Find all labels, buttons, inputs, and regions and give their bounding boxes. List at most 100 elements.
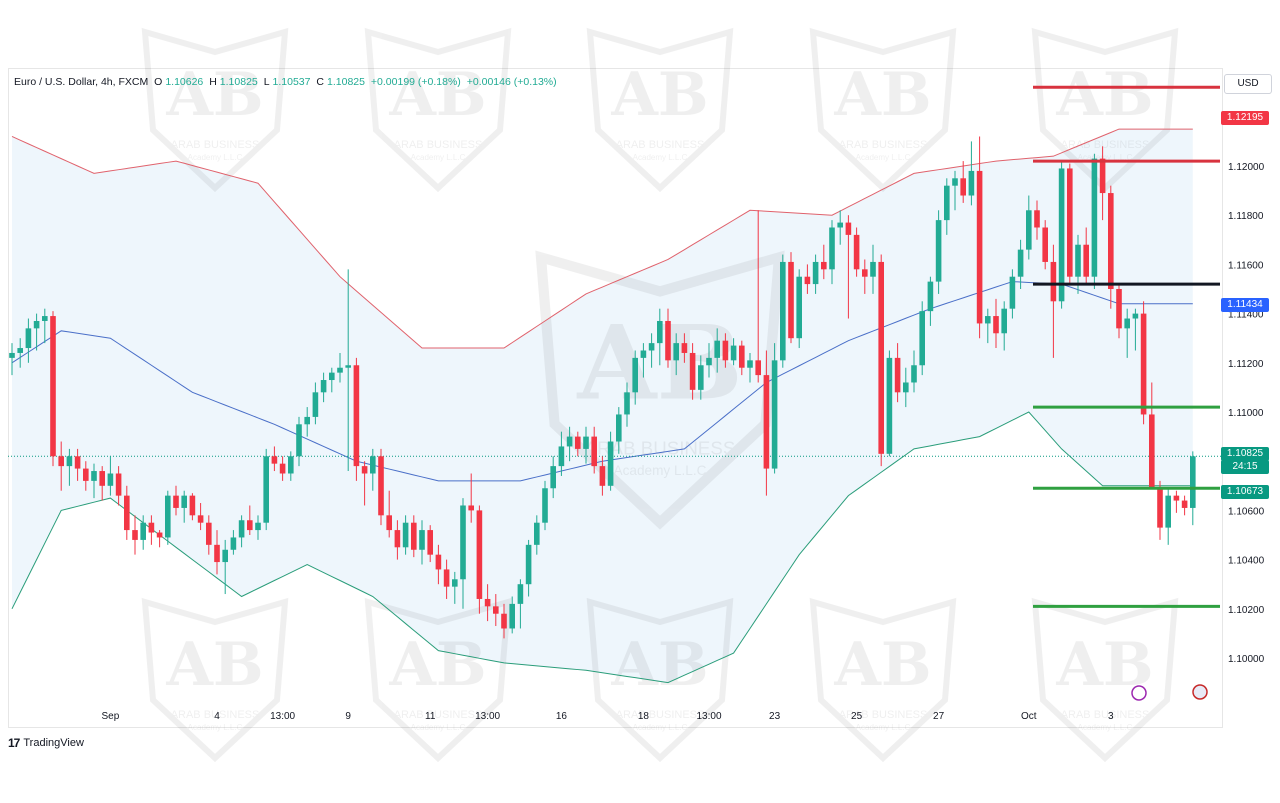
watermark-shield-1: AB ARAB BUSINESS Academy L.L.C: [364, 27, 512, 193]
watermark-text: ARAB BUSINESS: [394, 709, 483, 721]
candle-body: [689, 352, 696, 390]
watermark-text: ARAB BUSINESS: [171, 139, 260, 151]
countdown-tag: 24:15: [1221, 460, 1269, 474]
y-tick-label: 1.11000: [1228, 408, 1264, 419]
candle-body: [796, 276, 802, 339]
candle-body: [181, 495, 187, 508]
candle-body: [443, 569, 450, 587]
x-tick-label: 13:00: [475, 711, 500, 722]
candle-body: [894, 357, 901, 393]
candle-body: [115, 473, 122, 496]
candle-body: [853, 234, 860, 270]
candle-body: [460, 505, 466, 580]
candle-body: [419, 530, 425, 550]
watermark-shield-6: AB ARAB BUSINESS Academy L.L.C: [141, 597, 289, 763]
change-value: +0.00199 (+0.18%): [370, 76, 461, 88]
candle-body: [911, 365, 917, 383]
candle-body: [50, 316, 56, 457]
candle-body: [657, 320, 663, 344]
watermark-text: ARAB BUSINESS: [839, 139, 928, 151]
candle-body: [763, 375, 770, 469]
candle-body: [17, 348, 23, 353]
candle-body: [66, 456, 73, 467]
tradingview-logo-icon: 17: [8, 736, 20, 750]
candle-body: [550, 466, 556, 489]
y-tick-label: 1.10400: [1228, 556, 1265, 567]
watermark-shield-outline: [364, 27, 512, 193]
candle-body: [206, 522, 212, 545]
candle-body: [394, 530, 401, 548]
candle-body: [296, 424, 302, 457]
candle-body: [1034, 210, 1040, 228]
symbol-title: Euro / U.S. Dollar, 4h, FXCM: [14, 76, 149, 88]
watermark-shield-7: AB ARAB BUSINESS Academy L.L.C: [364, 597, 512, 763]
watermark-shield-outline: [809, 597, 957, 763]
candle-body: [83, 468, 89, 481]
candle-body: [714, 340, 720, 358]
candle-body: [1083, 244, 1089, 277]
x-tick-label: 3: [1108, 711, 1114, 722]
x-tick-label: 4: [214, 711, 220, 722]
candle-body: [255, 522, 261, 531]
candle-body: [837, 222, 843, 228]
candle-body: [624, 392, 630, 415]
watermark-subtext: Academy L.L.C: [856, 153, 911, 162]
x-tick-label: 16: [556, 711, 568, 722]
y-tick-label: 1.10600: [1228, 506, 1265, 517]
currency-selector[interactable]: USD: [1224, 74, 1272, 94]
candle-body: [165, 495, 171, 538]
watermark-subtext: Academy L.L.C: [188, 723, 243, 732]
watermark-monogram: AB: [388, 630, 486, 700]
candle-body: [263, 456, 269, 523]
watermark-text: ARAB BUSINESS: [1061, 139, 1150, 151]
candle-body: [370, 456, 376, 474]
candle-body: [648, 343, 655, 351]
candle-body: [1017, 249, 1024, 277]
candle-body: [156, 532, 163, 538]
watermark-subtext: Academy L.L.C: [1078, 153, 1133, 162]
x-tick-label: Sep: [102, 711, 120, 722]
candle-body: [91, 471, 97, 481]
y-tick-label: 1.11200: [1228, 359, 1264, 370]
candle-body: [468, 505, 474, 511]
candle-body: [247, 520, 253, 531]
candle-body: [517, 584, 524, 604]
x-tick-label: 9: [345, 711, 351, 722]
watermark-monogram: AB: [165, 60, 263, 130]
candle-body: [353, 365, 360, 467]
candle-body: [968, 170, 975, 196]
high-label: H: [209, 76, 217, 88]
lower-band-tag: 1.10673: [1221, 485, 1269, 499]
watermark-shield-0: AB ARAB BUSINESS Academy L.L.C: [141, 27, 289, 193]
footer-brand[interactable]: 17 TradingView: [8, 736, 84, 750]
candle-body: [279, 463, 286, 474]
candle-body: [1099, 158, 1106, 194]
candle-body: [402, 522, 409, 548]
candle-body: [607, 441, 614, 486]
open-label: O: [154, 76, 163, 88]
candle-body: [271, 456, 278, 464]
watermark-subtext: Academy L.L.C: [411, 723, 466, 732]
watermark-subtext: Academy L.L.C: [614, 463, 707, 478]
candle-body: [829, 227, 835, 270]
y-tick-label: 1.12000: [1228, 162, 1265, 173]
candle-body: [452, 579, 458, 587]
last-price-tag: 1.10825: [1221, 447, 1269, 461]
candle-body: [993, 316, 999, 334]
candle-body: [509, 603, 515, 629]
close-label: C: [316, 76, 325, 88]
watermark-subtext: Academy L.L.C: [1078, 723, 1133, 732]
candle-body: [288, 456, 294, 474]
candle-body: [230, 537, 237, 550]
candle-body: [99, 471, 105, 486]
candle-body: [1165, 495, 1171, 528]
candle-body: [1009, 276, 1016, 309]
candle-body: [25, 328, 32, 349]
candle-body: [1149, 414, 1155, 489]
watermark-shield-3: AB ARAB BUSINESS Academy L.L.C: [809, 27, 957, 193]
watermark-monogram: AB: [388, 60, 486, 130]
candle-body: [1058, 168, 1065, 302]
candle-body: [1140, 313, 1147, 415]
watermark-text: ARAB BUSINESS: [1061, 709, 1150, 721]
